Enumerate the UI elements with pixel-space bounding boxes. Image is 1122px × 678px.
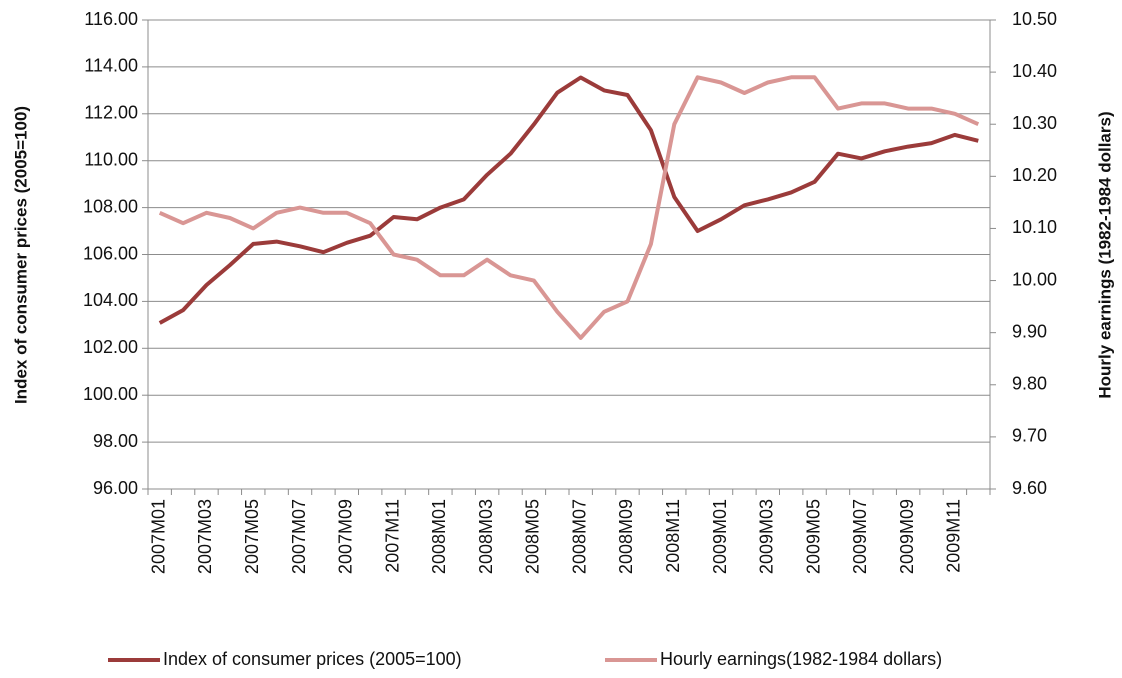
y-tick-label: 104.00 <box>83 290 138 310</box>
y2-tick-label: 9.80 <box>1012 374 1047 394</box>
y-tick-label: 96.00 <box>93 478 138 498</box>
y-tick-label: 110.00 <box>84 149 138 169</box>
x-tick-label: 2007M05 <box>242 499 262 574</box>
y-tick-label: 106.00 <box>83 243 138 263</box>
x-tick-label: 2008M05 <box>523 499 543 574</box>
x-tick-label: 2009M07 <box>850 499 870 574</box>
y2-tick-label: 10.10 <box>1012 217 1057 237</box>
x-tick-label: 2008M01 <box>429 499 449 574</box>
y-tick-label: 112.00 <box>84 103 138 123</box>
x-tick-label: 2008M07 <box>569 499 589 574</box>
x-tick-label: 2007M03 <box>195 499 215 574</box>
y2-tick-label: 10.40 <box>1012 61 1057 81</box>
x-tick-label: 2009M11 <box>944 499 964 573</box>
data-line <box>158 75 979 325</box>
y-tick-label: 102.00 <box>83 337 138 357</box>
y2-tick-label: 10.00 <box>1012 269 1057 289</box>
y2-axis-title: Hourly earnings (1982-1984 dollars) <box>1095 111 1114 398</box>
y-axis-title: Index of consumer prices (2005=100) <box>11 106 30 404</box>
x-tick-label: 2007M07 <box>289 499 309 574</box>
x-tick-label: 2009M09 <box>897 499 917 574</box>
x-tick-label: 2008M09 <box>616 499 636 574</box>
x-tick-label: 2009M01 <box>710 499 730 574</box>
y2-tick-label: 10.30 <box>1012 113 1057 133</box>
y-tick-label: 98.00 <box>93 431 138 451</box>
y2-tick-label: 9.60 <box>1012 478 1047 498</box>
x-tick-label: 2008M03 <box>476 499 496 574</box>
y2-tick-label: 9.70 <box>1012 426 1047 446</box>
data-line <box>158 75 980 340</box>
y2-tick-label: 9.90 <box>1012 321 1047 341</box>
x-tick-label: 2009M05 <box>803 499 823 574</box>
x-tick-label: 2009M03 <box>757 499 777 574</box>
x-tick-label: 2007M11 <box>382 499 402 573</box>
x-tick-label: 2008M11 <box>663 499 683 573</box>
x-tick-label: 2007M09 <box>336 499 356 574</box>
legend-label: Index of consumer prices (2005=100) <box>163 649 462 669</box>
y2-tick-label: 10.50 <box>1012 9 1057 29</box>
y-tick-label: 116.00 <box>84 9 138 29</box>
y2-tick-label: 10.20 <box>1012 165 1057 185</box>
y-tick-label: 114.00 <box>84 56 138 76</box>
y-tick-label: 100.00 <box>83 384 138 404</box>
legend-label: Hourly earnings(1982-1984 dollars) <box>660 649 942 669</box>
x-tick-label: 2007M01 <box>148 499 168 574</box>
y-tick-label: 108.00 <box>83 196 138 216</box>
